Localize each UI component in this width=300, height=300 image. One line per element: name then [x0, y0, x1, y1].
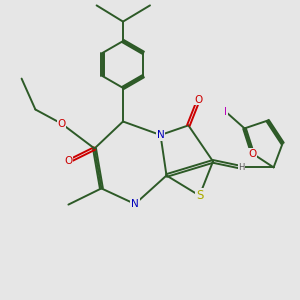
Text: O: O	[57, 118, 66, 129]
Text: O: O	[64, 156, 73, 167]
Text: O: O	[194, 94, 203, 105]
Text: H: H	[238, 163, 245, 172]
Text: O: O	[248, 148, 257, 159]
Text: S: S	[196, 189, 203, 202]
Text: N: N	[131, 199, 139, 209]
Text: N: N	[157, 130, 164, 140]
Text: I: I	[224, 106, 227, 117]
